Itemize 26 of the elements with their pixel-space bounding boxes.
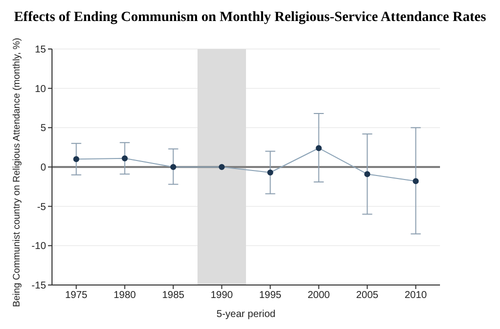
x-axis-title: 5-year period [216,309,276,320]
y-tick-label: -15 [32,280,46,292]
point [364,171,370,178]
x-tick-label: 1980 [114,290,136,302]
point [218,164,225,170]
x-tick-label: 1990 [210,290,234,302]
point [170,164,176,170]
point [267,170,274,176]
x-tick-label: 2005 [356,290,379,302]
y-tick-label: 0 [40,162,46,174]
point [412,178,419,184]
y-tick-label: 15 [34,44,46,56]
x-tick-label: 2010 [404,290,428,302]
x-tick-label: 1995 [259,290,282,302]
chart-title: Effects of Ending Communism on Monthly Religious-Service Attendance Rates [12,10,488,26]
x-tick-label: 2000 [308,290,330,302]
y-tick-label: 10 [34,84,46,95]
y-tick-label: 5 [40,123,46,134]
x-tick-label: 1985 [162,290,185,302]
y-axis-title: Being Communist country on Religious Attendance (monthly, %) [11,38,22,307]
point [122,155,128,162]
y-tick-label: -5 [37,202,46,213]
point [316,145,322,152]
y-tick-label: -10 [32,241,46,252]
x-tick-label: 1975 [65,290,88,302]
point [73,156,80,162]
